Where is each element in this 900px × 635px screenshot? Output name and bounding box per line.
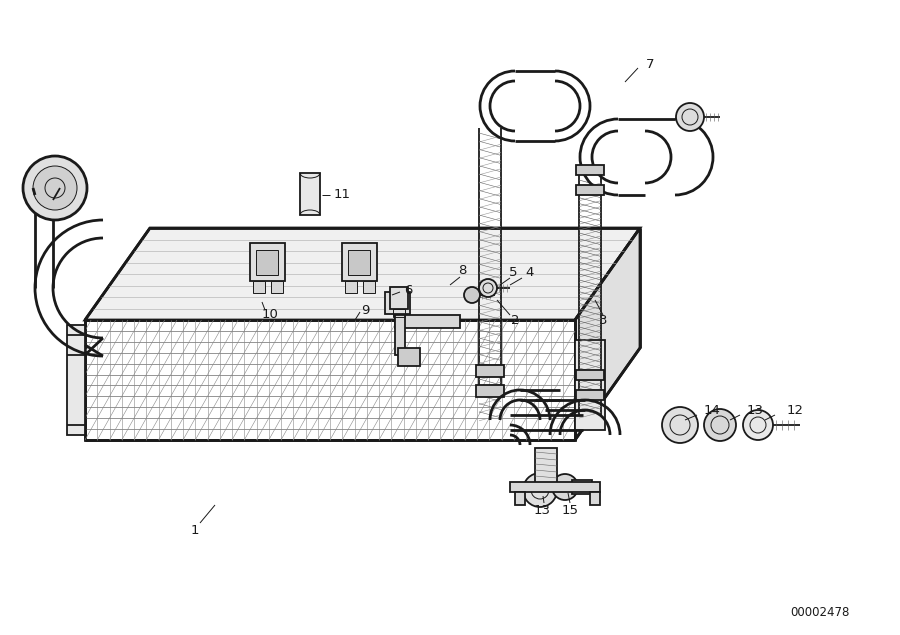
Text: 13: 13 [534,504,551,516]
Text: 10: 10 [262,309,278,321]
Bar [348,250,370,275]
Text: 2: 2 [511,314,519,326]
Bar [250,243,285,281]
Text: 4: 4 [526,265,535,279]
Circle shape [464,287,480,303]
Text: 13: 13 [746,403,763,417]
Text: 15: 15 [562,504,579,516]
Polygon shape [515,492,525,505]
Bar [398,348,420,366]
Bar [572,480,592,494]
Bar [476,385,504,397]
Bar [385,292,410,314]
Bar [363,281,375,293]
Text: 14: 14 [704,403,720,417]
Polygon shape [575,228,640,440]
Text: 9: 9 [361,304,369,316]
Bar [342,243,377,281]
Circle shape [662,407,698,443]
Bar [67,325,85,435]
Bar [576,370,604,380]
Bar [390,287,408,309]
Circle shape [33,166,77,210]
Text: 5: 5 [508,265,518,279]
Text: 3: 3 [598,314,608,326]
Bar [345,281,357,293]
Bar [576,165,604,175]
Circle shape [743,410,773,440]
Bar [535,448,557,483]
Bar [576,390,604,400]
Bar [476,365,504,377]
Polygon shape [85,228,640,320]
Text: 00002478: 00002478 [790,606,850,618]
Bar [271,281,283,293]
Circle shape [552,474,578,500]
Polygon shape [510,482,600,492]
Text: 6: 6 [404,283,412,297]
Text: 7: 7 [646,58,654,72]
Bar [300,173,320,215]
Text: 1: 1 [191,523,199,537]
Circle shape [479,279,497,297]
Circle shape [23,156,87,220]
Text: 8: 8 [458,264,466,276]
Polygon shape [395,315,460,328]
Bar [393,309,405,317]
Bar [575,340,605,430]
Circle shape [523,473,557,507]
Bar [576,185,604,195]
Polygon shape [590,492,600,505]
Text: 12: 12 [787,403,804,417]
Bar [253,281,265,293]
Bar [256,250,278,275]
Text: 11: 11 [334,189,350,201]
Polygon shape [85,320,575,440]
Polygon shape [395,315,405,355]
Circle shape [676,103,704,131]
Circle shape [704,409,736,441]
